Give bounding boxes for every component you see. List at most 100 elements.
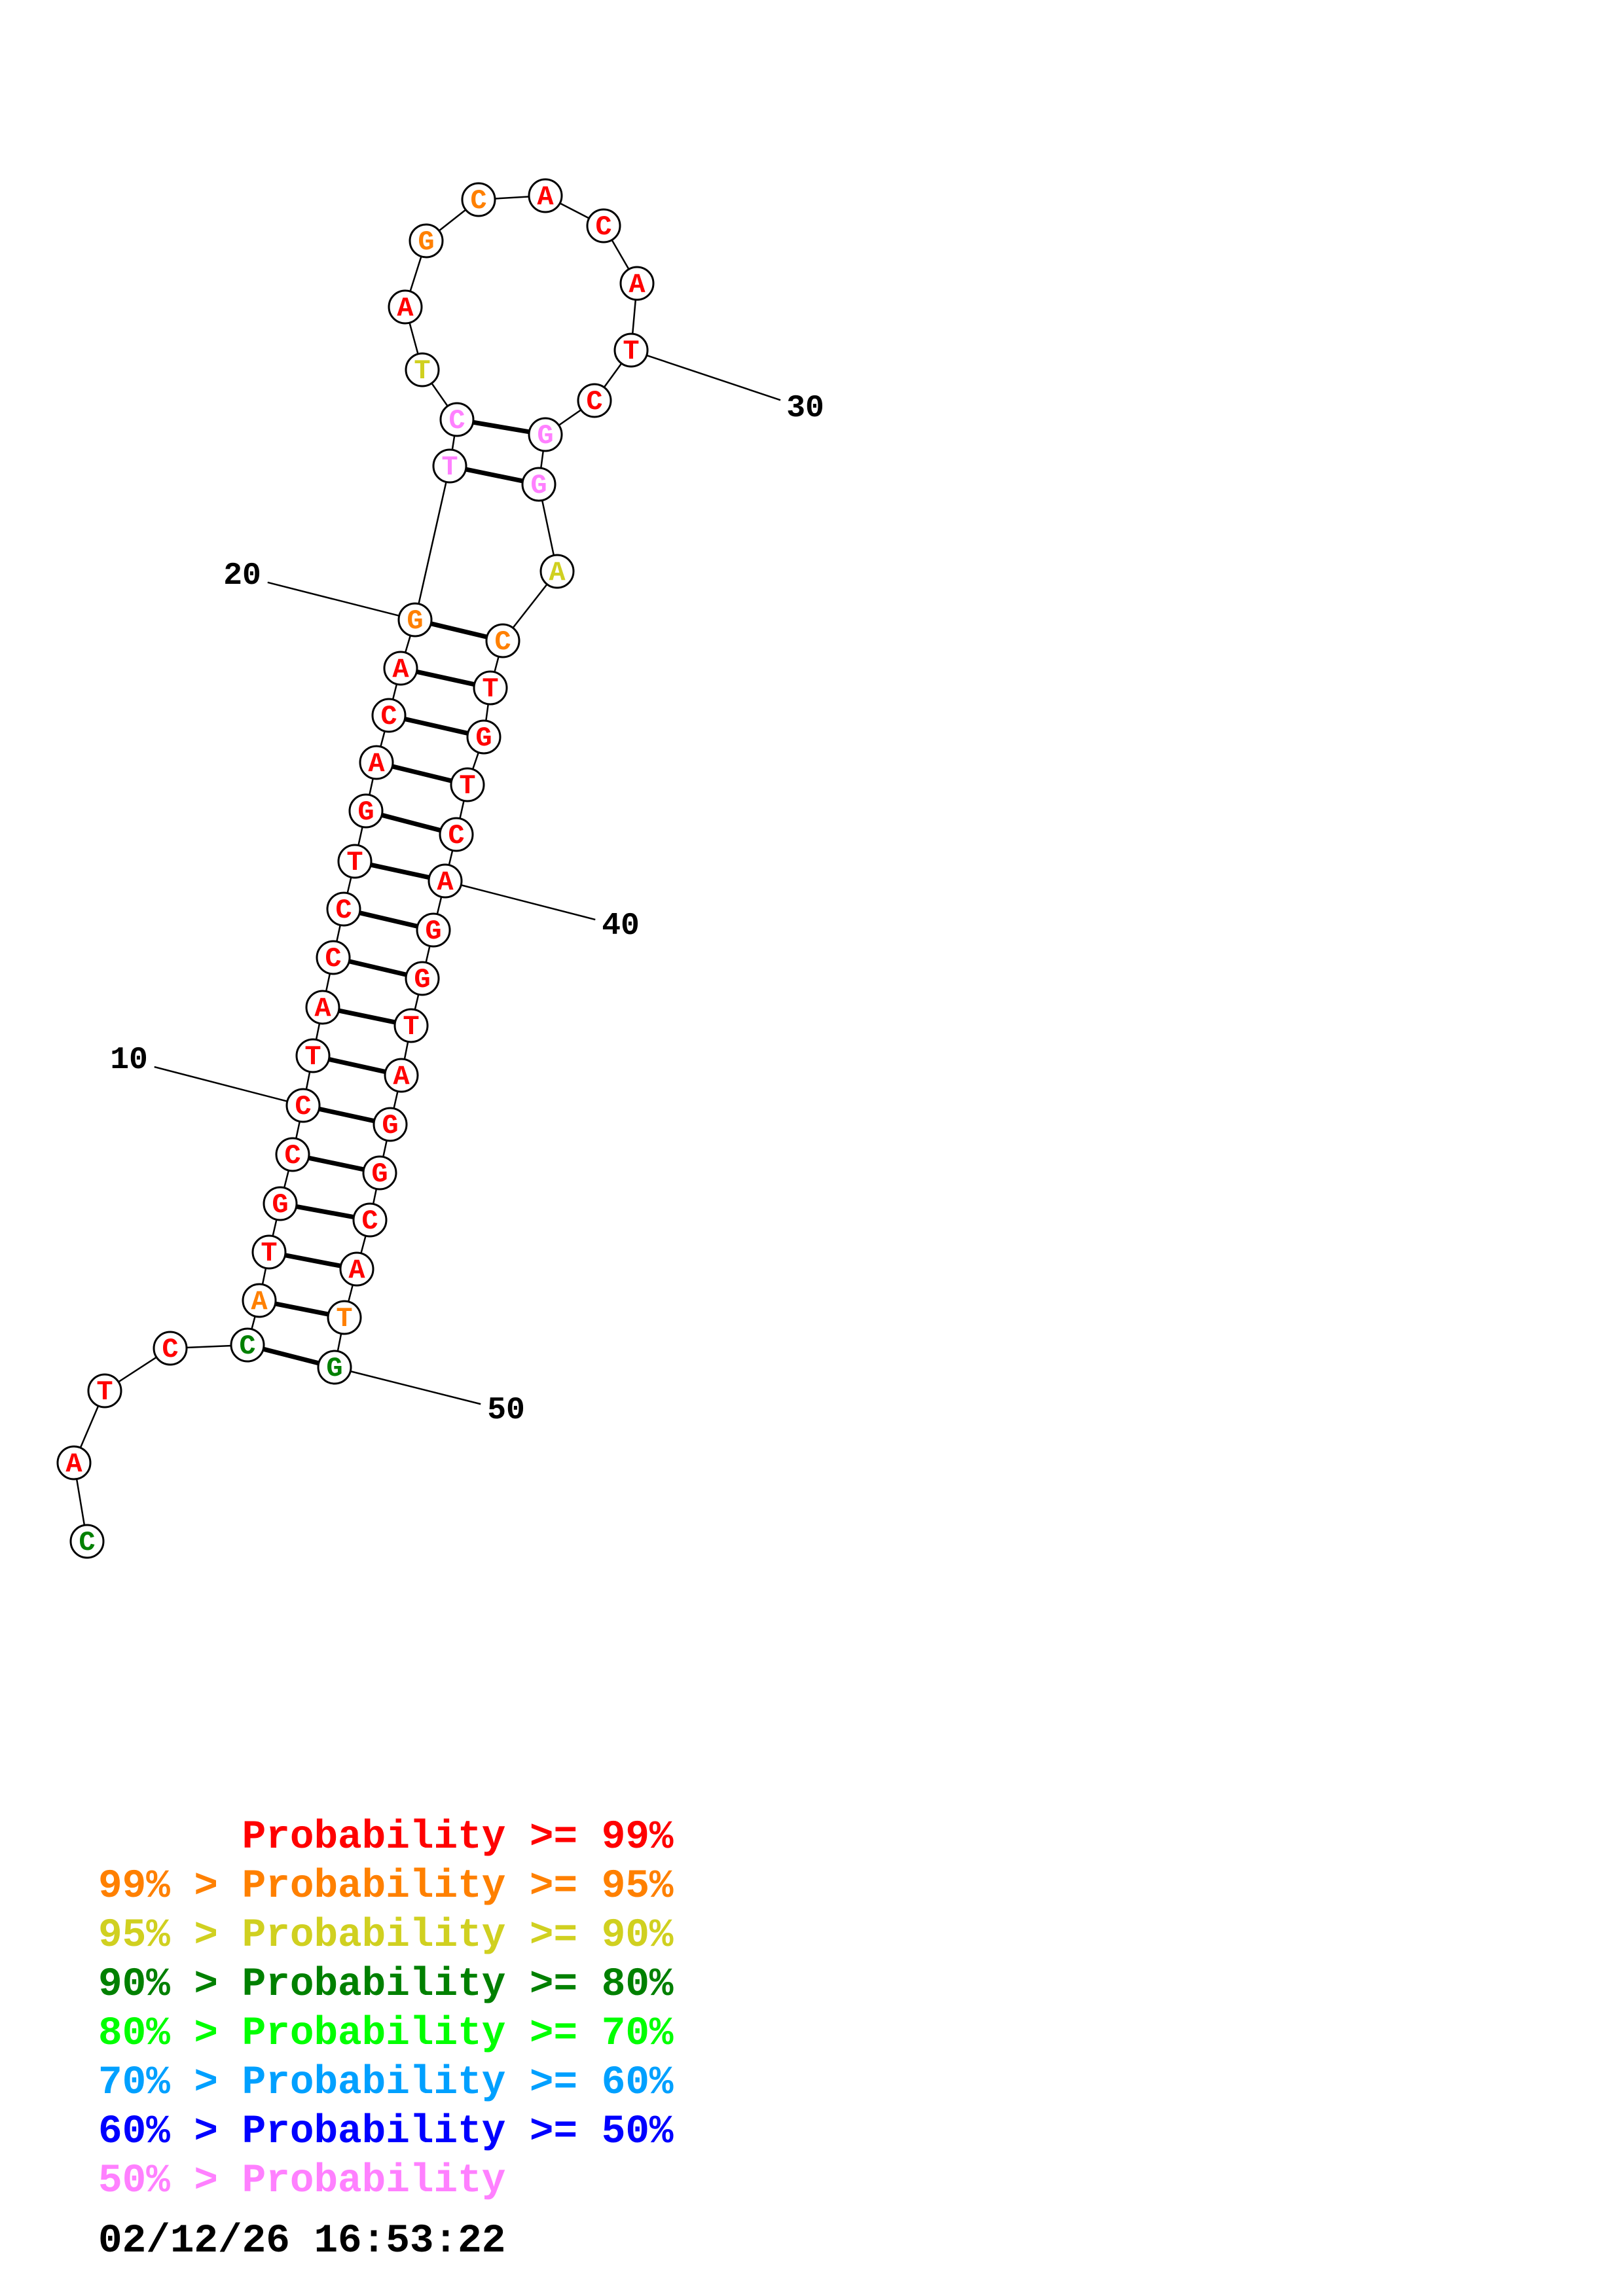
nucleotide-circle [397, 602, 433, 637]
nucleotide-letter: A [397, 293, 414, 324]
nucleotide-letter: G [418, 226, 434, 258]
nucleotide-letter: G [537, 420, 553, 452]
nucleotide-letter: C [325, 943, 341, 975]
nucleotide-letter: C [79, 1527, 95, 1558]
nucleotide: G [409, 223, 444, 259]
nucleotide-circle [485, 623, 520, 658]
nucleotide-letter: C [239, 1331, 255, 1362]
nucleotide-circle [242, 1283, 277, 1318]
nucleotide-circle [316, 940, 351, 975]
nucleotide-letter: T [623, 336, 639, 367]
legend-entry: 80% > Probability >= 70% [98, 2011, 674, 2056]
base-pair-bond [359, 910, 418, 929]
nucleotide: T [337, 844, 373, 879]
nucleotide-letter: A [368, 748, 385, 780]
base-pair-bond [348, 959, 407, 977]
nucleotide-circle [432, 448, 467, 484]
nucleotide-circle [439, 817, 474, 852]
nucleotide-letter: A [314, 993, 331, 1024]
nucleotide-circle [577, 383, 612, 418]
base-pair-bond [473, 420, 530, 435]
nucleotide: C [275, 1137, 310, 1172]
timestamp: 02/12/26 16:53:22 [98, 2219, 506, 2264]
nucleotide-letter: G [425, 916, 441, 947]
nucleotide: G [263, 1186, 298, 1221]
nucleotide-circle [539, 554, 575, 589]
nucleotide-letter: G [530, 470, 547, 501]
nucleotide: A [528, 178, 563, 213]
nucleotide-letter: G [475, 723, 492, 754]
number-tick-line [646, 354, 781, 401]
legend-entry: 90% > Probability >= 80% [98, 1962, 674, 2007]
nucleotide: T [405, 352, 440, 387]
nucleotide-letter: C [380, 701, 397, 732]
nucleotide-circle [69, 1524, 105, 1559]
nucleotide-circle [371, 698, 407, 733]
nucleotide: G [405, 961, 440, 996]
nucleotide-letter: C [284, 1140, 301, 1172]
nucleotide-letter: C [335, 895, 352, 926]
nucleotide: C [371, 698, 407, 733]
nucleotide: C [586, 208, 621, 243]
nucleotide-circle [528, 178, 563, 213]
nucleotide: C [577, 383, 612, 418]
nucleotide: C [485, 623, 520, 658]
nucleotide: G [528, 417, 563, 452]
nucleotide-circle [384, 1058, 419, 1093]
nucleotide: T [295, 1038, 331, 1073]
nucleotide-circle [348, 793, 384, 829]
nucleotide-letter: T [304, 1041, 321, 1073]
number-tick-line [154, 1066, 288, 1102]
nucleotide: T [450, 767, 485, 802]
base-pair-bond [308, 1155, 365, 1172]
nucleotide-circle [56, 1445, 92, 1480]
nucleotide-circle [327, 1300, 362, 1335]
nucleotide: A [242, 1283, 277, 1318]
base-pair-bond [284, 1253, 342, 1268]
nucleotide-circle [405, 961, 440, 996]
nucleotide-circle [450, 767, 485, 802]
nucleotide-circle [263, 1186, 298, 1221]
nucleotide-circle [473, 670, 508, 706]
nucleotide-circle [275, 1137, 310, 1172]
nucleotide-letter: A [392, 654, 409, 685]
nucleotide: C [352, 1202, 388, 1238]
nucleotide: A [305, 990, 340, 1025]
base-pair-bond [338, 1008, 396, 1025]
nucleotide-letter: G [407, 605, 423, 637]
nucleotide: A [388, 289, 423, 325]
nucleotide-circle [393, 1008, 429, 1043]
nucleotide: C [285, 1088, 321, 1123]
nucleotide: A [383, 651, 418, 686]
nucleotide-circle [295, 1038, 331, 1073]
nucleotide-circle [416, 912, 451, 948]
nucleotide: G [362, 1155, 397, 1191]
base-pair-bond [318, 1106, 375, 1124]
nucleotide-circle [405, 352, 440, 387]
nucleotide-circle [87, 1373, 122, 1408]
base-pair-bond [392, 764, 452, 783]
nucleotide-letter: G [382, 1110, 398, 1141]
nucleotide: A [359, 745, 394, 780]
nucleotide-circle [388, 289, 423, 325]
nucleotide-circle [409, 223, 444, 259]
nucleotide: C [439, 817, 474, 852]
legend-entry: 70% > Probability >= 60% [98, 2060, 674, 2106]
number-tick-line [350, 1370, 481, 1405]
number-tick-line [460, 884, 596, 921]
base-pair-bond [274, 1301, 329, 1317]
nucleotide-circle [383, 651, 418, 686]
nucleotide-circle [439, 402, 475, 437]
nucleotide-circle [230, 1327, 265, 1363]
nucleotide: T [327, 1300, 362, 1335]
nucleotide: C [316, 940, 351, 975]
nucleotide: G [521, 467, 556, 502]
nucleotide-letter: C [595, 211, 611, 243]
nucleotide-circle [326, 891, 361, 927]
nucleotide-letter: C [295, 1091, 311, 1122]
nucleotide: C [230, 1327, 265, 1363]
nucleotide: G [397, 602, 433, 637]
nucleotide-circle [339, 1251, 374, 1287]
